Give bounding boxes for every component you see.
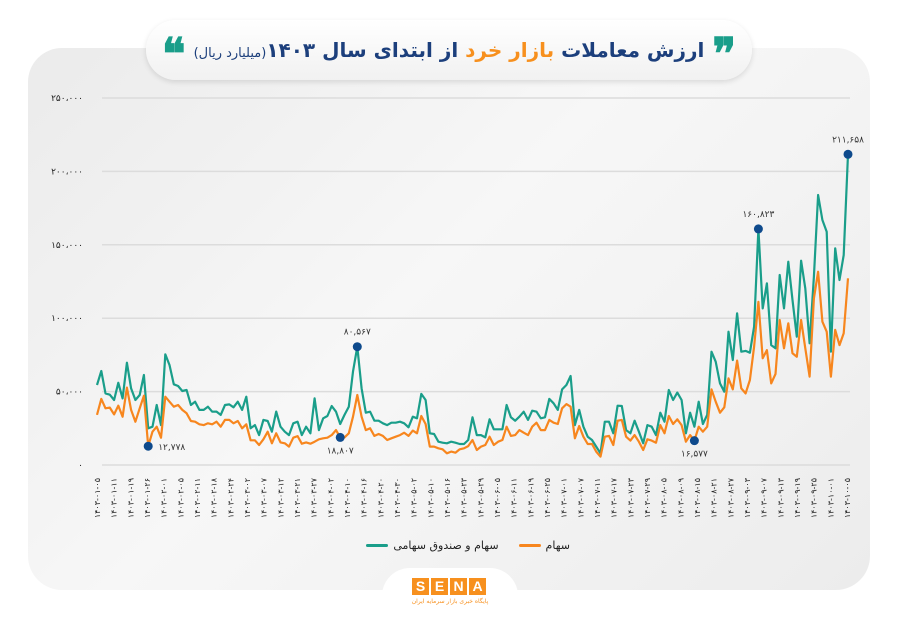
- x-tick-label: ۱۴۰۳-۱۰-۰۱: [826, 478, 835, 518]
- x-tick-label: ۱۴۰۳-۰۲-۲۴: [226, 478, 235, 518]
- legend-item-stocks-and-funds: سهام و صندوق سهامی: [366, 538, 499, 552]
- x-tick-label: ۱۴۰۳-۰۶-۰۵: [493, 478, 502, 518]
- annotation-label: ۱۲,۷۷۸: [158, 443, 185, 453]
- x-tick-label: ۱۴۰۳-۰۷-۲۹: [643, 478, 652, 518]
- x-tick-label: ۱۴۰۳-۰۷-۱۷: [610, 477, 619, 518]
- x-tick-label: ۱۴۰۳-۰۲-۰۱: [160, 478, 169, 518]
- x-tick-label: ۱۴۰۳-۰۶-۲۵: [543, 478, 552, 518]
- sena-logo: S E N A: [412, 578, 486, 595]
- legend-swatch: [366, 543, 389, 547]
- title-text: ارزش معاملات بازار خرد از ابتدای سال ۱۴۰…: [194, 38, 705, 62]
- x-tick-label: ۱۴۰۳-۰۷-۱۱: [593, 478, 602, 518]
- x-tick-label: ۱۴۰۳-۰۴-۱۶: [360, 478, 369, 518]
- x-tick-label: ۱۴۰۳-۰۳-۲۷: [310, 477, 319, 518]
- x-tick-label: ۱۴۰۳-۰۸-۰۵: [660, 478, 669, 518]
- title-unit: (میلیارد ریال): [193, 46, 267, 61]
- annotation-label: ۱۸,۸۰۷: [327, 446, 354, 456]
- y-tick-label: ۲۰۰،۰۰۰: [51, 167, 83, 177]
- line-chart: ۰ ۵۰،۰۰۰ ۱۰۰،۰۰۰ ۱۵۰،۰۰۰ ۲۰۰،۰۰۰ ۲۵۰،۰۰۰ ۱۴۰۳-…: [51, 94, 864, 518]
- x-tick-label: ۱۴۰۳-۰۴-۲۰: [376, 478, 385, 518]
- annotation-label: ۸۰,۵۶۷: [344, 328, 371, 338]
- x-tick-label: ۱۴۰۳-۰۴-۱۰: [343, 478, 352, 518]
- x-tick-label: ۱۴۰۳-۰۳-۲۱: [293, 478, 302, 518]
- x-tick-label: ۱۴۰۳-۰۵-۱۰: [426, 478, 435, 518]
- logo-letter: S: [412, 578, 429, 595]
- x-tick-label: ۱۴۰۳-۰۱-۰۵: [93, 478, 102, 518]
- x-tick-label: ۱۴۰۳-۰۲-۰۵: [176, 478, 185, 518]
- x-tick-label: ۱۴۰۳-۰۴-۳۰: [393, 478, 402, 518]
- quote-open-icon: ❝: [161, 29, 186, 80]
- series-line-stocks: [95, 270, 850, 458]
- x-tick-label: ۱۴۰۳-۰۳-۰۲: [243, 478, 252, 518]
- x-tick-label: ۱۴۰۳-۰۷-۰۱: [560, 478, 569, 518]
- y-tick-label: ۵۰،۰۰۰: [56, 388, 83, 398]
- y-tick-label: ۱۵۰،۰۰۰: [51, 241, 83, 251]
- x-tick-label: ۱۴۰۳-۰۷-۲۳: [626, 477, 635, 518]
- annotation-marker: [335, 432, 345, 442]
- x-tick-label: ۱۴۰۳-۰۹-۰۷: [760, 477, 769, 518]
- x-tick-label: ۱۴۰۳-۰۸-۲۷: [726, 477, 735, 518]
- annotation-marker: [689, 436, 699, 446]
- annotation-marker: [753, 224, 763, 234]
- legend: سهام سهام و صندوق سهامی: [350, 536, 570, 554]
- legend-swatch: [518, 543, 541, 547]
- annotation-marker: [143, 441, 153, 451]
- chart-card: [28, 48, 870, 590]
- legend-item-stocks: سهام: [518, 538, 570, 552]
- logo-letter: A: [469, 578, 486, 595]
- x-tick-label: ۱۴۰۳-۰۶-۱۹: [526, 478, 535, 518]
- x-tick-label: ۱۴۰۳-۰۸-۲۱: [710, 478, 719, 518]
- annotation-marker: [843, 149, 853, 159]
- x-tick-label: ۱۴۰۳-۰۹-۲۵: [810, 478, 819, 518]
- annotation-marker: [352, 342, 362, 352]
- logo-subtitle: پایگاه خبری بازار سرمایه ایران: [411, 598, 489, 605]
- logo-letter: N: [450, 578, 467, 595]
- annotation-label: ۲۱۱,۶۵۸: [832, 135, 864, 145]
- x-tick-label: ۱۴۰۳-۰۶-۱۱: [510, 478, 519, 518]
- x-tick-label: ۱۴۰۳-۰۸-۱۵: [693, 478, 702, 518]
- x-tick-label: ۱۴۰۳-۰۹-۰۳: [743, 477, 752, 518]
- title-part1: ارزش معاملات: [561, 38, 705, 62]
- x-tick-label: ۱۴۰۳-۰۲-۱۸: [210, 477, 219, 518]
- x-tick-label: ۱۴۰۳-۰۳-۱۲: [276, 478, 285, 518]
- title-accent: بازار خرد: [465, 38, 555, 62]
- title-part2: از ابتدای سال ۱۴۰۳: [266, 38, 459, 62]
- x-tick-label: ۱۴۰۳-۰۱-۲۶: [143, 478, 152, 518]
- x-tick-label: ۱۴۰۳-۰۵-۱۶: [443, 478, 452, 518]
- x-tick-label: ۱۴۰۳-۰۱-۱۱: [110, 478, 119, 518]
- chart-title: ❞ ارزش معاملات بازار خرد از ابتدای سال ۱…: [146, 20, 752, 80]
- x-tick-label: ۱۴۰۳-۰۷-۰۷: [576, 477, 585, 518]
- logo-letter: E: [431, 578, 448, 595]
- legend-label: سهام و صندوق سهامی: [393, 538, 499, 552]
- annotation-label: ۱۶,۵۷۷: [681, 450, 708, 460]
- y-tick-label: ۲۵۰،۰۰۰: [51, 94, 83, 104]
- series-line-stocks-and-funds: [95, 154, 850, 455]
- x-tick-label: ۱۴۰۳-۰۹-۱۹: [793, 478, 802, 518]
- x-tick-label: ۱۴۰۳-۰۸-۰۹: [676, 478, 685, 518]
- x-tick-label: ۱۴۰۳-۰۳-۰۷: [260, 477, 269, 518]
- x-tick-label: ۱۴۰۳-۱۰-۰۵: [843, 478, 852, 518]
- x-tick-label: ۱۴۰۳-۰۵-۲۹: [476, 478, 485, 518]
- x-tick-label: ۱۴۰۳-۰۲-۱۱: [193, 478, 202, 518]
- x-tick-label: ۱۴۰۳-۰۵-۲۳: [460, 477, 469, 518]
- x-tick-label: ۱۴۰۳-۰۱-۱۹: [126, 478, 135, 518]
- y-tick-label: ۰: [78, 461, 83, 471]
- x-tick-label: ۱۴۰۳-۰۵-۰۲: [410, 478, 419, 518]
- x-tick-label: ۱۴۰۳-۰۹-۱۳: [776, 477, 785, 518]
- quote-close-icon: ❞: [712, 29, 737, 80]
- legend-label: سهام: [545, 538, 570, 552]
- x-tick-label: ۱۴۰۳-۰۴-۰۲: [326, 478, 335, 518]
- annotation-label: ۱۶۰,۸۲۳: [742, 210, 774, 220]
- y-tick-label: ۱۰۰،۰۰۰: [51, 314, 83, 324]
